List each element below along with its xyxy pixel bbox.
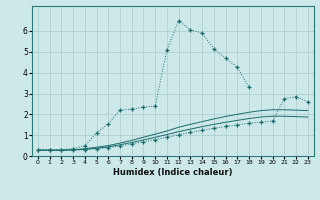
X-axis label: Humidex (Indice chaleur): Humidex (Indice chaleur) [113, 168, 233, 177]
